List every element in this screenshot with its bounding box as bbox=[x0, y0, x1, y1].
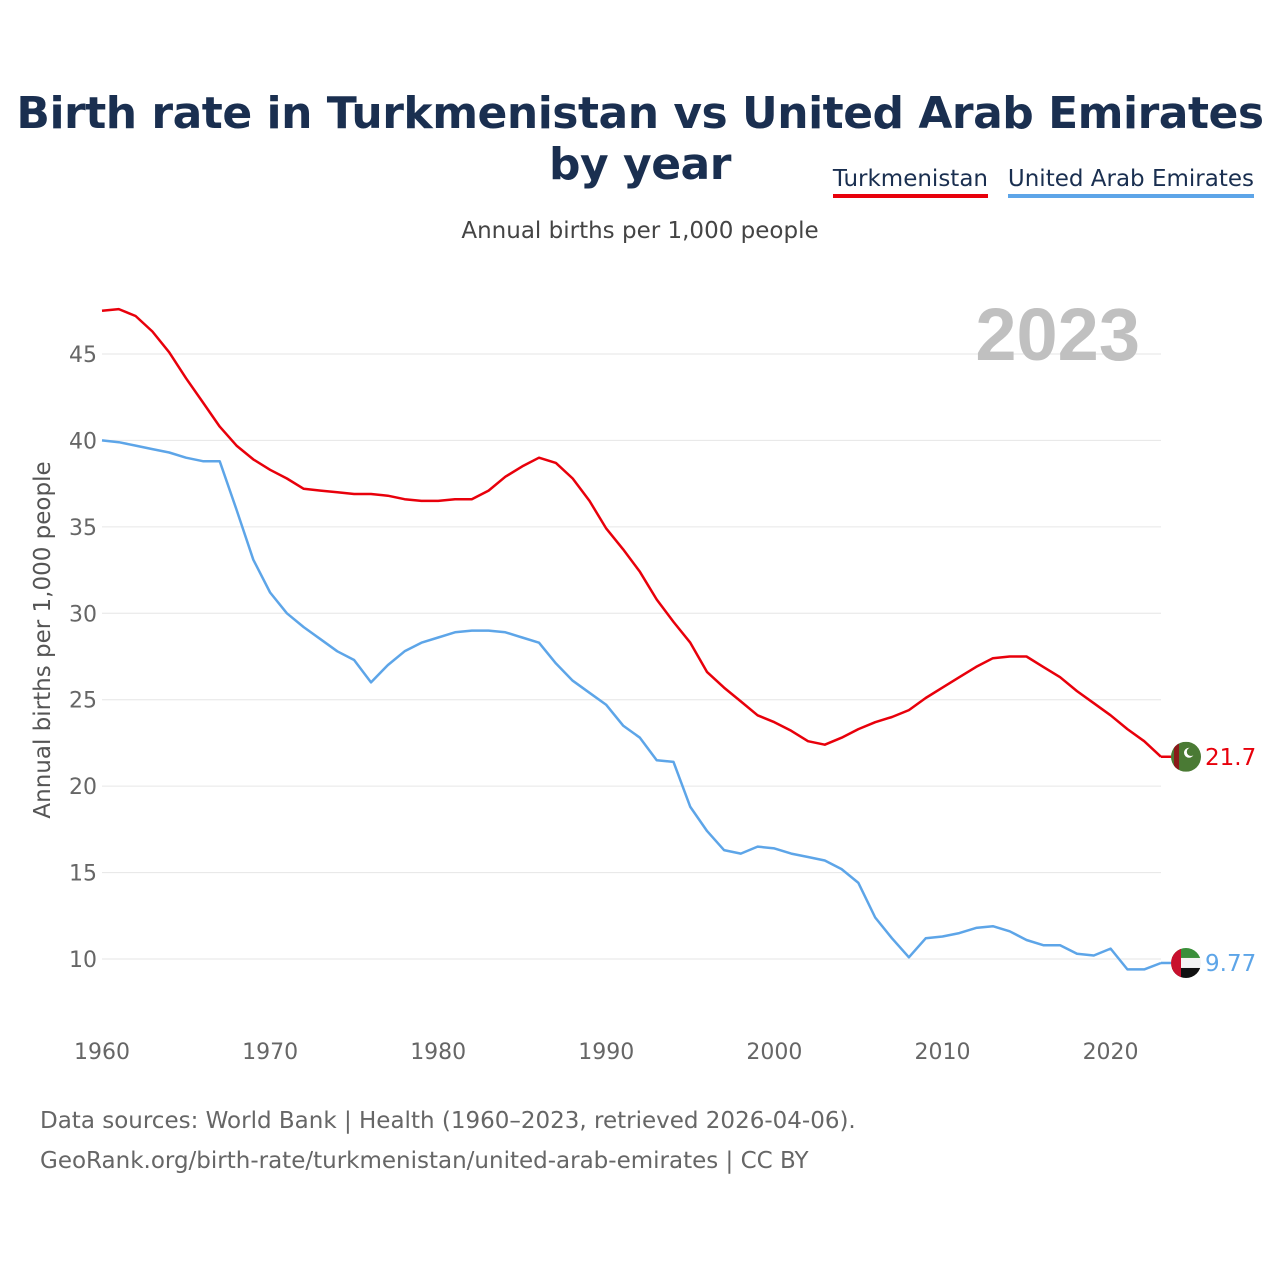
y-tick-label: 40 bbox=[69, 429, 97, 454]
y-tick-label: 15 bbox=[69, 862, 97, 887]
end-markers: 21.7 9.77 bbox=[1161, 741, 1256, 978]
y-tick-label: 10 bbox=[69, 948, 97, 973]
x-tick-label: 1990 bbox=[578, 1040, 634, 1065]
y-tick-label: 30 bbox=[69, 602, 97, 627]
end-value-label-turkmenistan: 21.7 bbox=[1205, 745, 1256, 771]
y-tick-label: 35 bbox=[69, 516, 97, 541]
y-tick-label: 20 bbox=[69, 775, 97, 800]
flag-icon-united-arab-emirates bbox=[1171, 947, 1201, 978]
series-line-turkmenistan[interactable] bbox=[101, 307, 1162, 758]
flag-icon-turkmenistan bbox=[1171, 741, 1201, 772]
x-tick-label: 2000 bbox=[746, 1040, 802, 1065]
legend-item-turkmenistan[interactable]: Turkmenistan bbox=[832, 166, 988, 198]
y-tick-label: 45 bbox=[69, 343, 97, 368]
x-tick-label: 1960 bbox=[74, 1040, 130, 1065]
end-value-label-united-arab-emirates: 9.77 bbox=[1205, 951, 1256, 977]
x-tick-label: 1980 bbox=[410, 1040, 466, 1065]
y-axis-label: Annual births per 1,000 people bbox=[30, 461, 56, 818]
y-tick-label: 25 bbox=[69, 689, 97, 714]
series-line-united-arab-emirates[interactable] bbox=[101, 439, 1162, 971]
chart-subtitle: Annual births per 1,000 people bbox=[461, 218, 819, 244]
series-lines bbox=[101, 307, 1162, 971]
x-tick-label: 1970 bbox=[242, 1040, 298, 1065]
y-axis-ticks: 10 15 20 25 30 35 40 45 bbox=[69, 343, 97, 973]
year-label: 2023 bbox=[975, 293, 1140, 376]
x-axis-ticks: 1960 1970 1980 1990 2000 2010 2020 bbox=[74, 1040, 1139, 1065]
legend-item-united-arab-emirates[interactable]: United Arab Emirates bbox=[1007, 166, 1254, 198]
footer-link[interactable]: GeoRank.org/birth-rate/turkmenistan/unit… bbox=[40, 1148, 809, 1174]
x-tick-label: 2010 bbox=[914, 1040, 970, 1065]
gridlines bbox=[102, 353, 1161, 960]
chart-title: Birth rate in Turkmenistan vs United Ara… bbox=[16, 88, 1264, 190]
x-tick-label: 2020 bbox=[1083, 1040, 1139, 1065]
footer-sources: Data sources: World Bank | Health (1960–… bbox=[40, 1108, 856, 1134]
